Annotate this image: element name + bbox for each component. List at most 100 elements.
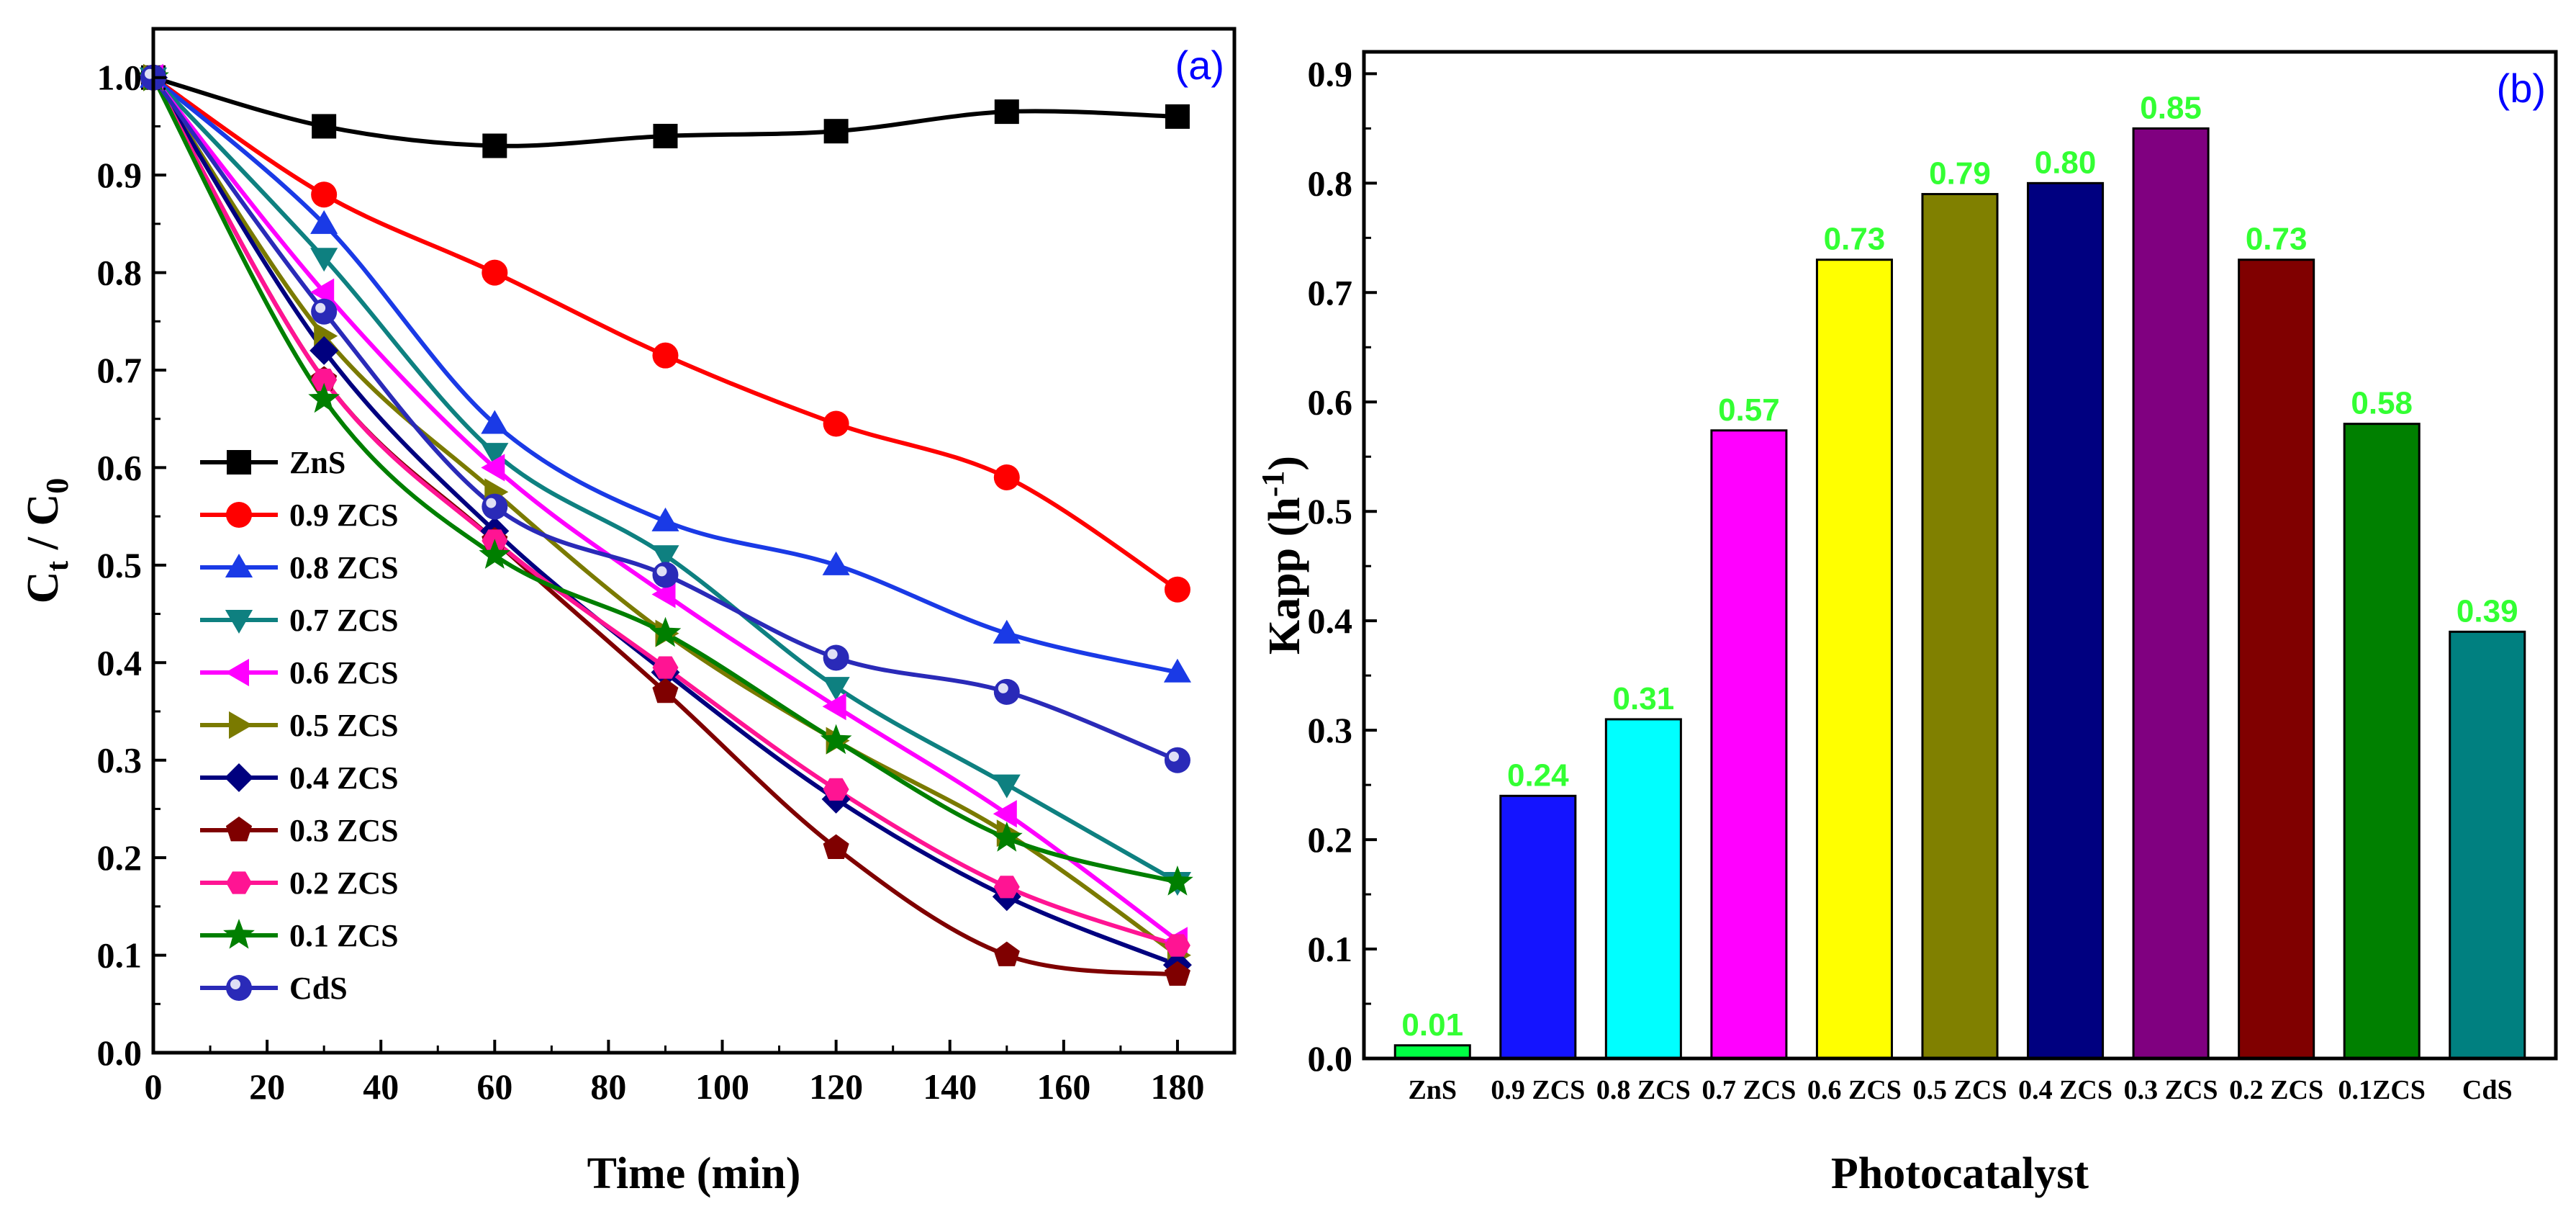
point-0-3-zcs-90 xyxy=(652,678,679,703)
bar-category-label-zns: ZnS xyxy=(1408,1075,1457,1105)
bar-category-label-0-7-zcs: 0.7 ZCS xyxy=(1701,1075,1796,1105)
point-0-7-zcs-90 xyxy=(651,545,679,570)
point-0-1-zcs-150 xyxy=(990,822,1023,852)
bar-value-label-0-6-zcs: 0.73 xyxy=(1824,222,1886,257)
bar-category-label-0-5-zcs: 0.5 ZCS xyxy=(1913,1075,2007,1105)
bar-category-label-0-8-zcs: 0.8 ZCS xyxy=(1596,1075,1691,1105)
point-cds-120-highlight xyxy=(827,649,838,660)
panel-b-label: (b) xyxy=(2497,66,2546,111)
bar-0-1zcs xyxy=(2343,423,2421,1060)
point-0-2-zcs-150 xyxy=(993,876,1020,899)
point-0-2-zcs-30 xyxy=(311,369,338,392)
panel-a-y-label-sub1: t xyxy=(40,560,75,571)
bar-value-label-zns: 0.01 xyxy=(1401,1007,1463,1043)
legend-marker-0-3-zcs xyxy=(225,817,253,842)
bar-category-label-0-3-zcs: 0.3 ZCS xyxy=(2124,1075,2218,1105)
point-zns-30 xyxy=(312,114,337,139)
bar-0-6-zcs xyxy=(1815,258,1893,1060)
panel-a-y-label-sub2: 0 xyxy=(40,478,75,494)
bar-cds xyxy=(2449,630,2526,1060)
legend-marker-0-8-zcs xyxy=(225,554,253,577)
bar-value-label-0-4-zcs: 0.80 xyxy=(2035,145,2097,180)
bar-value-label-0-2-zcs: 0.73 xyxy=(2246,222,2308,257)
panel-b-y-tick-label: 0.8 xyxy=(1308,163,1353,203)
panel-b-y-label-sup: -1 xyxy=(1255,471,1291,498)
legend-marker-0-4-zcs xyxy=(225,763,253,792)
panel-b-y-tick-label: 0.4 xyxy=(1308,601,1353,641)
panel-a-x-tick-label: 120 xyxy=(809,1066,863,1107)
panel-a-frame xyxy=(151,27,1237,1055)
bar-value-label-0-7-zcs: 0.57 xyxy=(1718,392,1780,428)
point-zns-120 xyxy=(823,119,849,144)
panel-a-y-label-main: C xyxy=(19,571,68,603)
point-0-9-zcs-120 xyxy=(823,410,849,437)
point-0-9-zcs-90 xyxy=(652,342,679,369)
panel-a-x-tick-label: 20 xyxy=(249,1066,285,1107)
legend-label-0-3-zcs: 0.3 ZCS xyxy=(289,813,399,848)
panel-a-y-tick-label: 0.4 xyxy=(97,642,143,683)
point-cds-30 xyxy=(311,298,338,325)
panel-b-y-axis-label: Kapp (h-1) xyxy=(1255,456,1309,655)
point-cds-180 xyxy=(1164,747,1190,773)
panel-a-x-tick-label: 180 xyxy=(1150,1066,1204,1107)
panel-b-y-tick-label: 0.5 xyxy=(1308,491,1353,531)
point-0-8-zcs-30 xyxy=(310,210,338,234)
panel-b-bar-chart: 0.01 0.24 0.31 0.57 0.73 0.79 0.80 0.85 0.73 0.58… xyxy=(1255,50,2558,1198)
bar-category-label-0-9-zcs: 0.9 ZCS xyxy=(1491,1075,1585,1105)
point-cds-60 xyxy=(482,493,508,520)
legend-marker-0-1-zcs xyxy=(223,919,255,949)
point-zns-60 xyxy=(482,133,507,158)
point-zns-150 xyxy=(994,99,1019,125)
legend-marker-0-5-zcs xyxy=(229,711,253,739)
point-0-8-zcs-180 xyxy=(1163,658,1191,683)
legend-label-0-9-zcs: 0.9 ZCS xyxy=(289,498,399,533)
point-0-7-zcs-150 xyxy=(993,774,1021,799)
point-cds-30-highlight xyxy=(315,302,326,313)
bar-value-label-0-5-zcs: 0.79 xyxy=(1929,156,1991,192)
panel-b-y-tick-label: 0.9 xyxy=(1308,53,1353,94)
point-0-8-zcs-150 xyxy=(993,619,1021,644)
point-0-1-zcs-120 xyxy=(820,724,852,755)
legend-label-0-6-zcs: 0.6 ZCS xyxy=(289,655,399,691)
point-0-9-zcs-60 xyxy=(482,259,508,286)
panel-b-y-tick-label: 0.6 xyxy=(1308,382,1353,422)
point-cds-150-highlight xyxy=(998,683,1008,693)
bar-category-label-0-4-zcs: 0.4 ZCS xyxy=(2018,1075,2112,1105)
series-line-0-4-zcs xyxy=(151,76,1179,967)
point-0-1-zcs-30 xyxy=(308,382,340,413)
panel-b-y-tick-label: 0.1 xyxy=(1308,929,1353,969)
point-zns-90 xyxy=(653,123,678,148)
legend-label-0-4-zcs: 0.4 ZCS xyxy=(289,760,399,796)
panel-b-y-tick-label: 0.7 xyxy=(1308,272,1353,313)
point-cds-90-highlight xyxy=(656,566,667,577)
legend-label-0-7-zcs: 0.7 ZCS xyxy=(289,603,399,638)
point-0-2-zcs-180 xyxy=(1164,934,1190,957)
legend-marker-0-7-zcs xyxy=(225,610,253,634)
legend-marker-zns xyxy=(227,450,251,475)
panel-a-y-tick-label: 0.3 xyxy=(97,740,143,781)
bar-0-7-zcs xyxy=(1710,429,1788,1060)
bar-0-5-zcs xyxy=(1921,193,1999,1060)
point-0-9-zcs-150 xyxy=(993,464,1020,490)
panel-a-x-tick-label: 80 xyxy=(590,1066,626,1107)
panel-a-y-tick-label: 0.1 xyxy=(97,935,143,976)
point-0-9-zcs-180 xyxy=(1164,576,1190,603)
panel-a-legend: ZnS 0.9 ZCS 0.8 ZCS 0.7 ZCS 0.6 ZCS 0.5 ZCS 0.… xyxy=(200,445,399,1006)
point-cds-150 xyxy=(993,678,1020,705)
panel-a-y-tick-label: 0.8 xyxy=(97,253,143,293)
bar-category-label-0-1zcs: 0.1ZCS xyxy=(2338,1075,2425,1105)
point-0-3-zcs-150 xyxy=(993,941,1020,966)
legend-marker-cds xyxy=(226,975,252,1001)
legend-marker-0-2-zcs xyxy=(226,871,252,894)
panel-a-x-tick-label: 140 xyxy=(923,1066,977,1107)
panel-b-y-tick-label: 0.0 xyxy=(1308,1038,1353,1079)
point-0-3-zcs-120 xyxy=(823,834,849,859)
legend-label-0-1-zcs: 0.1 ZCS xyxy=(289,918,399,953)
panel-a-x-axis-label: Time (min) xyxy=(587,1149,801,1198)
bar-zns xyxy=(1393,1044,1471,1060)
panel-a-line-chart: 0 20 40 60 80 100 120 140 160 180 0.0 0.1 0.2 0.3 0.4 0… xyxy=(19,27,1237,1198)
legend-marker-cds-highlight xyxy=(230,979,240,989)
point-0-2-zcs-120 xyxy=(823,778,849,801)
bar-0-2-zcs xyxy=(2238,258,2315,1060)
